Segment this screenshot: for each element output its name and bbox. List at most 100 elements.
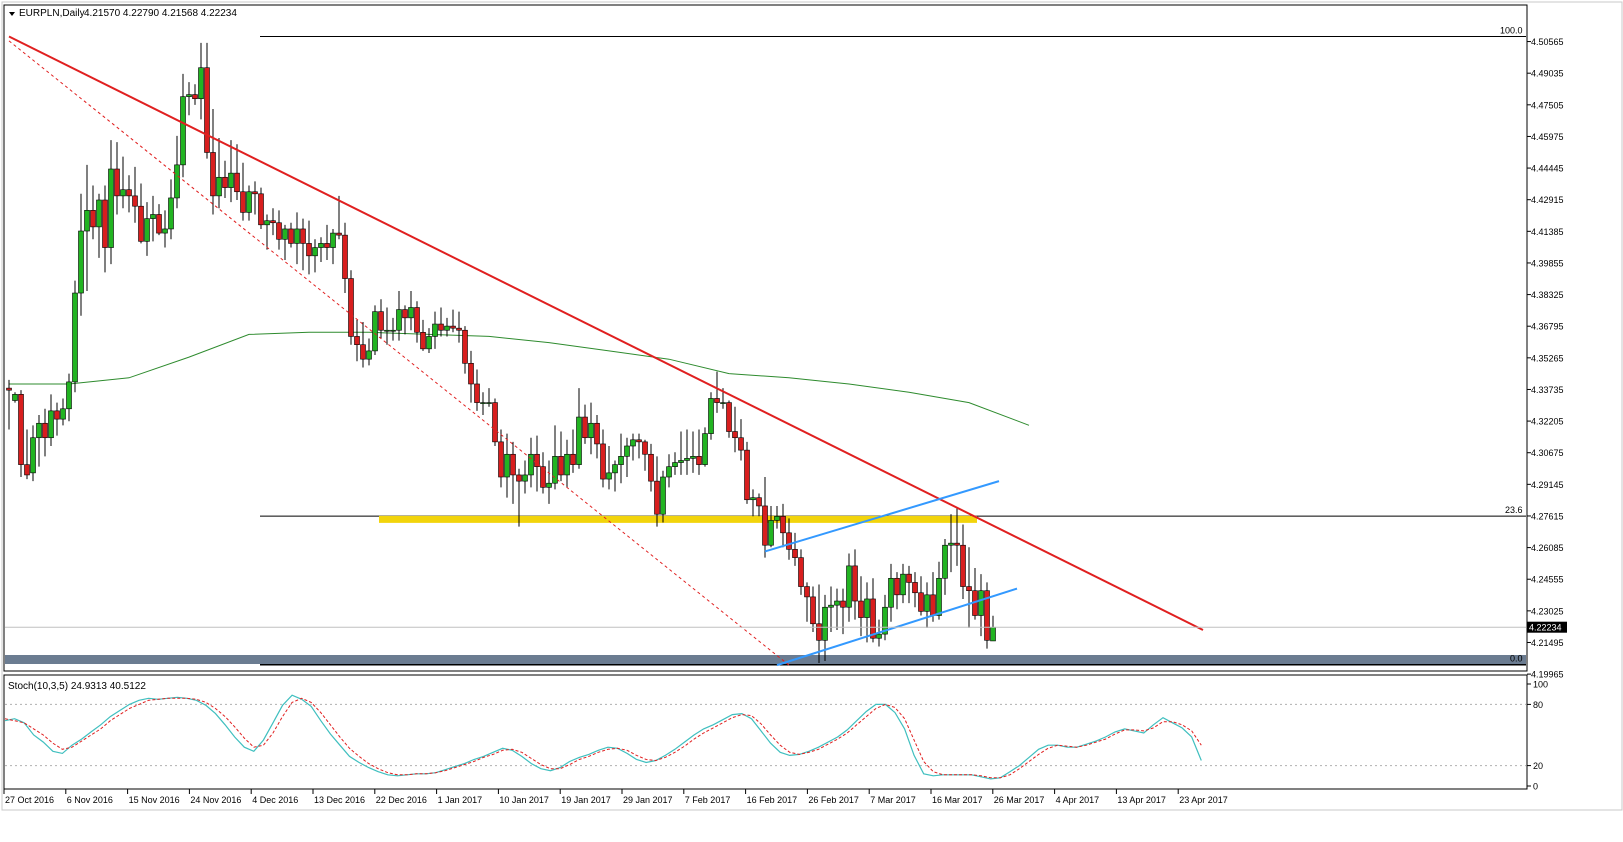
candle[interactable]: [12, 394, 18, 401]
candle[interactable]: [612, 464, 618, 474]
candle[interactable]: [162, 228, 168, 234]
candle[interactable]: [30, 437, 36, 474]
candle[interactable]: [186, 94, 192, 97]
candle[interactable]: [180, 96, 186, 166]
candle[interactable]: [816, 623, 822, 641]
candle[interactable]: [168, 197, 174, 230]
candle[interactable]: [990, 626, 996, 642]
candle[interactable]: [234, 172, 240, 193]
candle[interactable]: [600, 443, 606, 480]
candle[interactable]: [342, 234, 348, 279]
candle[interactable]: [714, 398, 720, 403]
candle[interactable]: [348, 278, 354, 337]
candle[interactable]: [744, 449, 750, 501]
candle[interactable]: [150, 214, 156, 219]
candle[interactable]: [216, 176, 222, 197]
candle[interactable]: [852, 565, 858, 602]
candle[interactable]: [156, 214, 162, 234]
candle[interactable]: [174, 164, 180, 199]
candle[interactable]: [402, 309, 408, 319]
candle[interactable]: [414, 307, 420, 333]
candle[interactable]: [948, 542, 954, 546]
candle[interactable]: [678, 460, 684, 463]
candle[interactable]: [318, 243, 324, 248]
candle[interactable]: [702, 433, 708, 465]
candle[interactable]: [840, 600, 846, 608]
candle[interactable]: [828, 604, 834, 608]
candle[interactable]: [438, 323, 444, 331]
candle[interactable]: [468, 363, 474, 385]
candle[interactable]: [624, 445, 630, 457]
candle[interactable]: [768, 520, 774, 546]
candle[interactable]: [54, 410, 60, 420]
candle[interactable]: [906, 573, 912, 583]
candle[interactable]: [732, 431, 738, 439]
candle[interactable]: [84, 210, 90, 232]
candle[interactable]: [942, 544, 948, 579]
candle[interactable]: [786, 532, 792, 550]
candle[interactable]: [498, 441, 504, 478]
candle[interactable]: [390, 329, 396, 332]
trendline[interactable]: [8, 35, 1204, 631]
candle[interactable]: [324, 243, 330, 248]
candle[interactable]: [264, 220, 270, 226]
candle[interactable]: [510, 453, 516, 476]
candle[interactable]: [570, 453, 576, 465]
candle[interactable]: [504, 453, 510, 478]
moving-average-line[interactable]: [9, 331, 1030, 426]
candle[interactable]: [888, 577, 894, 608]
candle[interactable]: [810, 596, 816, 625]
candle[interactable]: [270, 220, 276, 224]
candle[interactable]: [516, 474, 522, 482]
candle[interactable]: [522, 474, 528, 482]
candle[interactable]: [954, 542, 960, 546]
candle[interactable]: [834, 600, 840, 606]
candle[interactable]: [246, 191, 252, 213]
candle[interactable]: [294, 228, 300, 244]
candle[interactable]: [102, 199, 108, 248]
candle[interactable]: [924, 594, 930, 612]
candle[interactable]: [630, 439, 636, 447]
candle[interactable]: [978, 590, 984, 616]
candle[interactable]: [750, 497, 756, 501]
candle[interactable]: [372, 311, 378, 352]
candle[interactable]: [42, 422, 48, 439]
candle[interactable]: [642, 441, 648, 455]
candle[interactable]: [240, 191, 246, 213]
candle[interactable]: [636, 439, 642, 443]
candle[interactable]: [960, 544, 966, 587]
candle[interactable]: [228, 172, 234, 188]
candle[interactable]: [594, 422, 600, 445]
candle[interactable]: [588, 422, 594, 439]
candle[interactable]: [900, 573, 906, 596]
candle[interactable]: [456, 327, 462, 331]
candle[interactable]: [720, 402, 726, 404]
candle[interactable]: [126, 189, 132, 197]
candle[interactable]: [618, 456, 624, 465]
candle[interactable]: [66, 381, 72, 410]
candle[interactable]: [576, 416, 582, 465]
candle[interactable]: [198, 67, 204, 100]
candle[interactable]: [258, 193, 264, 226]
candle[interactable]: [474, 383, 480, 403]
candle[interactable]: [210, 152, 216, 197]
candle[interactable]: [804, 586, 810, 598]
candle[interactable]: [18, 394, 24, 465]
candle[interactable]: [252, 191, 258, 195]
candle[interactable]: [936, 577, 942, 616]
candle[interactable]: [774, 515, 780, 521]
candle[interactable]: [354, 336, 360, 346]
candle[interactable]: [690, 456, 696, 459]
candle[interactable]: [222, 176, 228, 188]
candle[interactable]: [876, 633, 882, 639]
candle[interactable]: [366, 350, 372, 360]
candle[interactable]: [24, 464, 30, 476]
candle[interactable]: [492, 402, 498, 443]
candle[interactable]: [36, 422, 42, 439]
candle[interactable]: [72, 292, 78, 383]
candle[interactable]: [6, 387, 12, 391]
candle[interactable]: [726, 402, 732, 432]
candle[interactable]: [420, 332, 426, 350]
candle[interactable]: [558, 456, 564, 476]
candle[interactable]: [846, 565, 852, 608]
